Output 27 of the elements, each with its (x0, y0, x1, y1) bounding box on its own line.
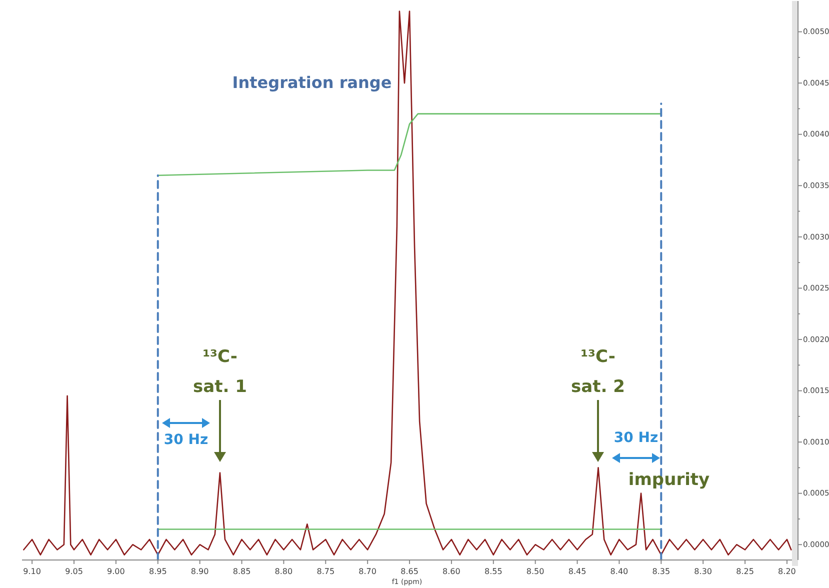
x-tick-label: 8.70 (358, 567, 376, 576)
x-tick-label: 9.05 (65, 567, 83, 576)
x-tick-label: 8.25 (736, 567, 754, 576)
x-tick-label: 8.35 (652, 567, 670, 576)
x-tick-label: 8.45 (568, 567, 586, 576)
x-tick-label: 8.40 (610, 567, 628, 576)
x-tick-label: 9.00 (107, 567, 125, 576)
annotation: Integration range (232, 72, 392, 92)
x-tick-label: 8.55 (484, 567, 502, 576)
line-series (23, 10, 792, 556)
x-tick-label: 9.10 (23, 567, 41, 576)
annotation: ¹³C- sat. 1 (193, 347, 247, 397)
x-tick-label: 8.30 (694, 567, 712, 576)
x-tick-label: 8.50 (526, 567, 544, 576)
x-tick-label: 8.20 (778, 567, 796, 576)
x-tick-label: 8.95 (148, 567, 167, 576)
x-tick-label: 8.75 (316, 567, 335, 576)
x-tick-label: 8.65 (400, 567, 418, 576)
annotation: 30 Hz (164, 432, 208, 448)
annotation: 30 Hz (614, 430, 658, 446)
x-tick-label: 8.85 (232, 567, 251, 576)
x-tick-label: 8.80 (274, 567, 293, 576)
annotation: impurity (628, 470, 710, 490)
x-tick-label: 8.90 (190, 567, 209, 576)
annotation: ¹³C- sat. 2 (571, 347, 625, 397)
line-series (157, 113, 662, 176)
x-tick-label: 8.60 (442, 567, 460, 576)
